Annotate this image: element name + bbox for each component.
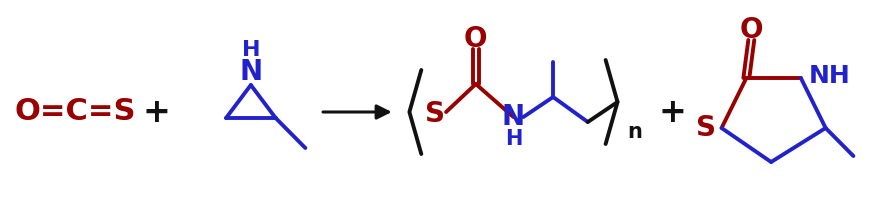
Text: O: O [463, 25, 487, 53]
Text: +: + [143, 95, 171, 128]
Text: n: n [627, 122, 642, 142]
Text: O: O [738, 16, 763, 44]
Text: +: + [657, 95, 685, 128]
Text: H: H [241, 40, 260, 60]
Text: N: N [502, 103, 525, 131]
Text: S: S [695, 114, 715, 142]
Text: O=C=S: O=C=S [14, 97, 136, 126]
Text: NH: NH [808, 64, 849, 88]
Text: N: N [239, 58, 262, 86]
Text: H: H [504, 129, 521, 149]
Text: S: S [425, 100, 444, 128]
